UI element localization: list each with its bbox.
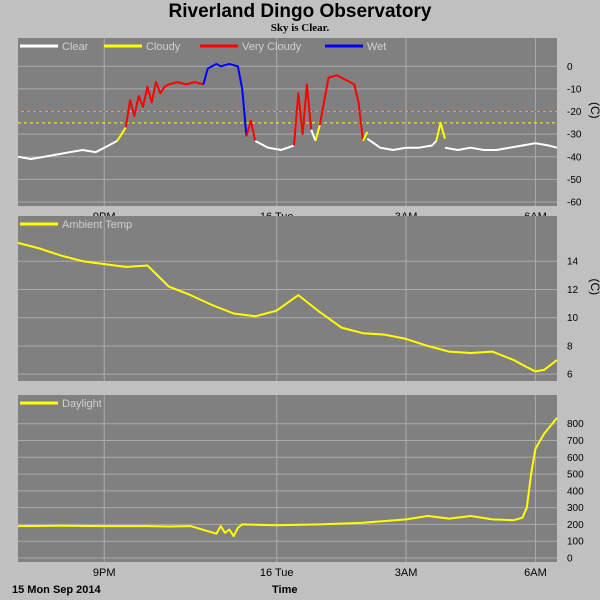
y-tick-label: 14: [567, 257, 579, 268]
y-tick-label: 500: [567, 470, 584, 481]
sky-segment-very-cloudy: [124, 81, 204, 128]
y-tick-label: 400: [567, 486, 584, 497]
sky-segment-clear: [366, 137, 438, 151]
legend-label: Ambient Temp: [62, 219, 132, 231]
sky-segment-very-cloudy: [293, 83, 313, 146]
y-tick-label: -20: [567, 107, 582, 118]
y-tick-label: -40: [567, 152, 582, 163]
y-tick-label: -10: [567, 84, 582, 95]
y-tick-label: -60: [567, 198, 582, 209]
sky-segment-clear: [444, 142, 558, 151]
series-line-daylight: [17, 417, 558, 538]
y-tick-label: -30: [567, 130, 582, 141]
sky-segment-cloudy: [362, 131, 369, 142]
legend-label: Very Cloudy: [242, 41, 302, 53]
y-tick-label: 10: [567, 313, 579, 324]
y-tick-label: 12: [567, 285, 579, 296]
y-tick-label: 800: [567, 419, 584, 430]
y-tick-label: 200: [567, 520, 584, 531]
sky-segment-wet: [202, 63, 248, 137]
y-unit-label: (C): [588, 279, 600, 296]
sky-segment-clear: [310, 129, 317, 142]
sky-segment-clear: [17, 140, 118, 160]
x-tick-label: 3AM: [395, 567, 418, 579]
x-tick-label: 9PM: [93, 567, 116, 579]
x-axis-label: Time: [272, 584, 298, 596]
y-tick-label: 600: [567, 453, 584, 464]
y-tick-label: 100: [567, 537, 584, 548]
plot-area-sky: [18, 38, 557, 206]
y-tick-label: 8: [567, 341, 573, 352]
sky-segment-very-cloudy: [318, 74, 364, 142]
legend-label: Wet: [367, 41, 386, 53]
legend-label: Cloudy: [146, 41, 181, 53]
chart-title: Riverland Dingo Observatory: [168, 1, 432, 22]
sky-segment-cloudy: [314, 124, 321, 142]
sky-segment-very-cloudy: [245, 119, 257, 142]
y-unit-label: (C): [588, 102, 600, 119]
plot-area-daylight: [18, 395, 557, 562]
y-tick-label: 0: [567, 62, 573, 73]
sky-segment-cloudy: [116, 126, 127, 142]
series-line-ambient: [17, 241, 558, 373]
y-tick-label: -50: [567, 175, 582, 186]
date-label: 15 Mon Sep 2014: [12, 584, 101, 596]
x-tick-label: 6AM: [524, 567, 547, 579]
plot-area-ambient: [18, 216, 557, 381]
x-tick-label: 16 Tue: [260, 567, 294, 579]
legend-label: Daylight: [62, 398, 102, 410]
chart-subtitle: Sky is Clear.: [270, 22, 330, 34]
y-tick-label: 300: [567, 503, 584, 514]
sky-segment-clear: [254, 140, 295, 151]
sky-segment-cloudy: [435, 121, 446, 142]
y-tick-label: 6: [567, 370, 573, 381]
legend-label: Clear: [62, 41, 89, 53]
y-tick-label: 0: [567, 554, 573, 565]
y-tick-label: 700: [567, 436, 584, 447]
